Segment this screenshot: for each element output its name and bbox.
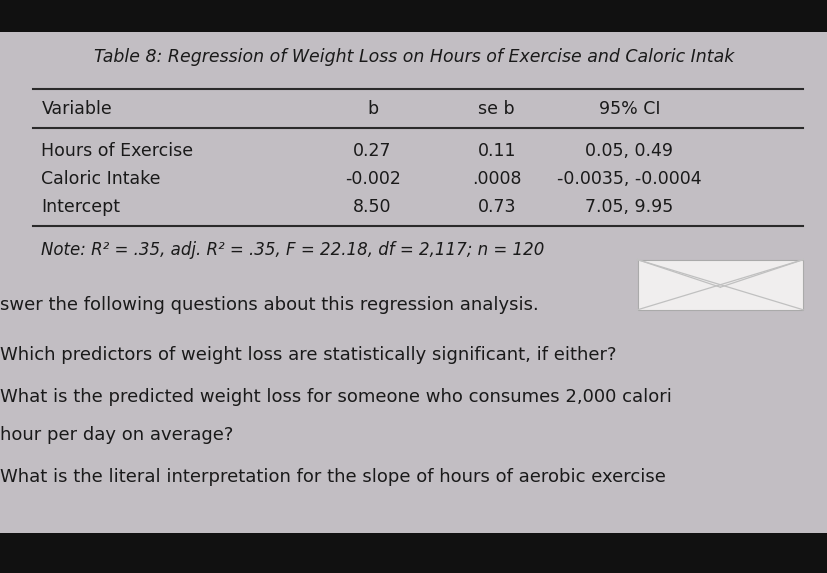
Text: se b: se b [478,100,514,118]
Text: b: b [366,100,378,118]
Text: 0.73: 0.73 [477,198,515,216]
Text: Caloric Intake: Caloric Intake [41,170,160,188]
Text: Hours of Exercise: Hours of Exercise [41,142,194,160]
Text: Which predictors of weight loss are statistically significant, if either?: Which predictors of weight loss are stat… [0,346,616,364]
Text: -0.002: -0.002 [344,170,400,188]
Bar [637,260,802,310]
Text: 0.05, 0.49: 0.05, 0.49 [585,142,672,160]
Text: hour per day on average?: hour per day on average? [0,426,233,444]
Text: What is the literal interpretation for the slope of hours of aerobic exercise: What is the literal interpretation for t… [0,468,665,486]
Text: swer the following questions about this regression analysis.: swer the following questions about this … [0,296,538,314]
Bar [0,533,827,573]
Text: 7.05, 9.95: 7.05, 9.95 [585,198,672,216]
Text: 8.50: 8.50 [353,198,391,216]
Text: .0008: .0008 [471,170,521,188]
Text: -0.0035, -0.0004: -0.0035, -0.0004 [557,170,700,188]
Text: Note: R² = .35, adj. R² = .35, F = 22.18, df = 2,117; n = 120: Note: R² = .35, adj. R² = .35, F = 22.18… [41,241,544,258]
Text: What is the predicted weight loss for someone who consumes 2,000 calori: What is the predicted weight loss for so… [0,387,671,406]
Bar [0,0,827,32]
Text: 0.11: 0.11 [477,142,515,160]
Text: 95% CI: 95% CI [598,100,659,118]
Text: 0.27: 0.27 [353,142,391,160]
Text: Variable: Variable [41,100,112,118]
Text: Table 8: Regression of Weight Loss on Hours of Exercise and Caloric Intak: Table 8: Regression of Weight Loss on Ho… [93,48,734,65]
Text: Intercept: Intercept [41,198,120,216]
